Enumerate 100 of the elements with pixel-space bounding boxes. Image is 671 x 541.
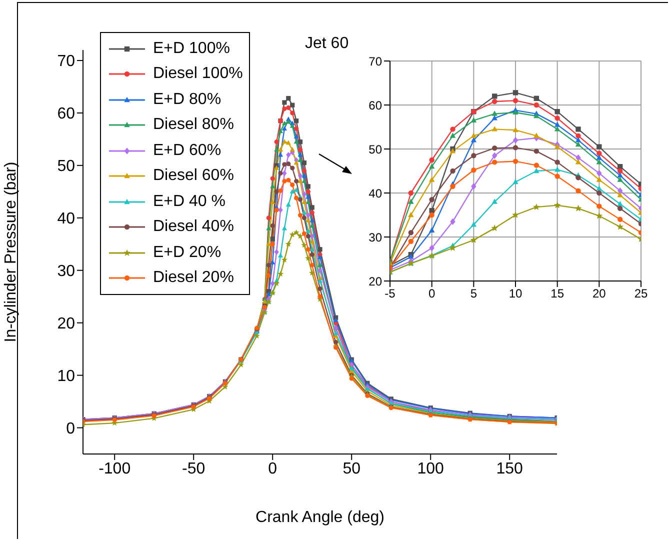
point [616,223,624,230]
point [301,242,308,248]
point [333,330,338,336]
point [298,197,303,202]
point [512,98,518,104]
point [270,223,275,228]
point [596,212,603,219]
point [429,212,434,218]
point [282,106,287,112]
point [286,162,291,166]
point [274,189,279,194]
point [576,133,581,138]
point [270,176,275,181]
point [274,208,279,212]
point [290,182,295,188]
point [282,162,287,167]
x-tick-label: 0 [268,460,278,478]
point [285,240,292,247]
point [428,227,435,232]
point [290,166,295,170]
y-tick-label: 60 [368,98,382,112]
point [450,126,456,132]
y-axis-title: In-cylinder Pressure (bar) [2,162,20,342]
point [596,154,602,160]
x-tick-label: 0 [428,286,436,301]
point [270,199,276,204]
point [281,256,288,262]
point [254,332,260,339]
point [278,171,283,176]
point [294,187,299,192]
legend-label: Diesel 100% [153,65,243,84]
point [302,231,306,236]
x-tick-label: 25 [634,286,648,301]
point [617,168,623,174]
legend-label: E+D 20% [153,244,222,262]
point [310,233,314,240]
point [282,139,287,144]
point [617,176,623,182]
point [450,168,456,174]
point [450,184,456,189]
point [596,170,602,177]
y-tick-label: 70 [57,53,76,70]
y-tick-label: 10 [57,368,76,385]
y-tick-label: 20 [368,274,382,288]
point [617,187,623,194]
point [266,241,272,246]
point [286,96,291,101]
point [294,160,299,165]
point [554,174,560,179]
x-tick-label: 20 [592,286,606,301]
point [310,252,314,257]
point [470,222,477,227]
x-tick-label: 15 [550,286,564,301]
point [278,128,284,134]
point [576,188,581,194]
point [471,183,476,190]
point [238,362,244,368]
point [266,273,271,278]
point [408,238,414,244]
point [576,175,581,180]
point [306,184,310,189]
point [270,280,275,286]
point [317,254,323,260]
point [278,146,284,152]
point [492,98,498,104]
point [554,144,560,149]
point [266,216,271,220]
point [575,159,582,164]
point [512,90,518,96]
point [576,154,581,162]
point [290,102,295,108]
point [449,244,456,251]
point [617,192,623,198]
point [310,262,314,268]
point [512,178,518,184]
point [512,126,518,132]
point [282,178,287,184]
x-tick-label: -5 [384,286,396,301]
point [306,218,311,222]
point [554,166,560,172]
point [492,94,498,99]
point [408,190,414,196]
point [294,126,299,131]
point [554,126,560,132]
point [554,116,560,121]
x-tick-label: 10 [508,286,522,301]
legend-label: E+D 60% [153,142,222,160]
point [575,141,582,147]
point [534,132,540,138]
y-tick-label: 40 [368,186,382,200]
point [617,200,623,206]
point [534,102,540,108]
point [310,205,314,210]
point [293,229,300,236]
point [492,152,498,159]
point [596,176,602,182]
point [294,134,299,138]
point [290,110,295,116]
point [270,184,276,188]
point [274,140,279,144]
